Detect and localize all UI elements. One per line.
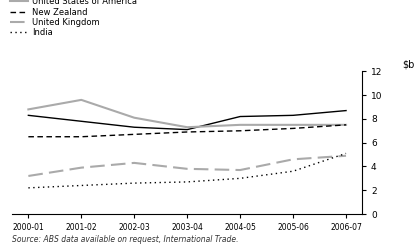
United Kingdom [185,167,190,170]
Japan [238,115,243,118]
New Zealand [132,133,137,136]
New Zealand [26,135,31,138]
India [185,181,190,184]
United States of America [79,98,84,101]
Legend: Japan, United States of America, New Zealand, United Kingdom, India: Japan, United States of America, New Zea… [10,0,137,37]
Line: Japan: Japan [28,110,346,130]
United Kingdom [291,158,296,161]
Japan [344,109,349,112]
United States of America [344,123,349,126]
United Kingdom [79,166,84,169]
United Kingdom [132,161,137,164]
New Zealand [291,127,296,130]
Japan [79,120,84,123]
Japan [291,114,296,117]
India [291,170,296,173]
New Zealand [344,123,349,126]
Line: United Kingdom: United Kingdom [28,156,346,176]
United Kingdom [26,174,31,177]
United Kingdom [344,154,349,157]
United States of America [185,126,190,129]
India [79,184,84,187]
India [132,182,137,184]
India [238,177,243,180]
New Zealand [185,130,190,133]
India [26,186,31,189]
Japan [26,114,31,117]
Japan [185,128,190,131]
New Zealand [238,129,243,132]
Japan [132,126,137,129]
New Zealand [79,135,84,138]
India [344,152,349,155]
United States of America [238,123,243,126]
Line: New Zealand: New Zealand [28,125,346,137]
United Kingdom [238,169,243,171]
United States of America [132,116,137,119]
United States of America [26,108,31,111]
Text: $b: $b [402,60,414,70]
Line: United States of America: United States of America [28,100,346,127]
Line: India: India [28,154,346,188]
Text: Source: ABS data available on request, International Trade.: Source: ABS data available on request, I… [12,234,239,244]
United States of America [291,123,296,126]
